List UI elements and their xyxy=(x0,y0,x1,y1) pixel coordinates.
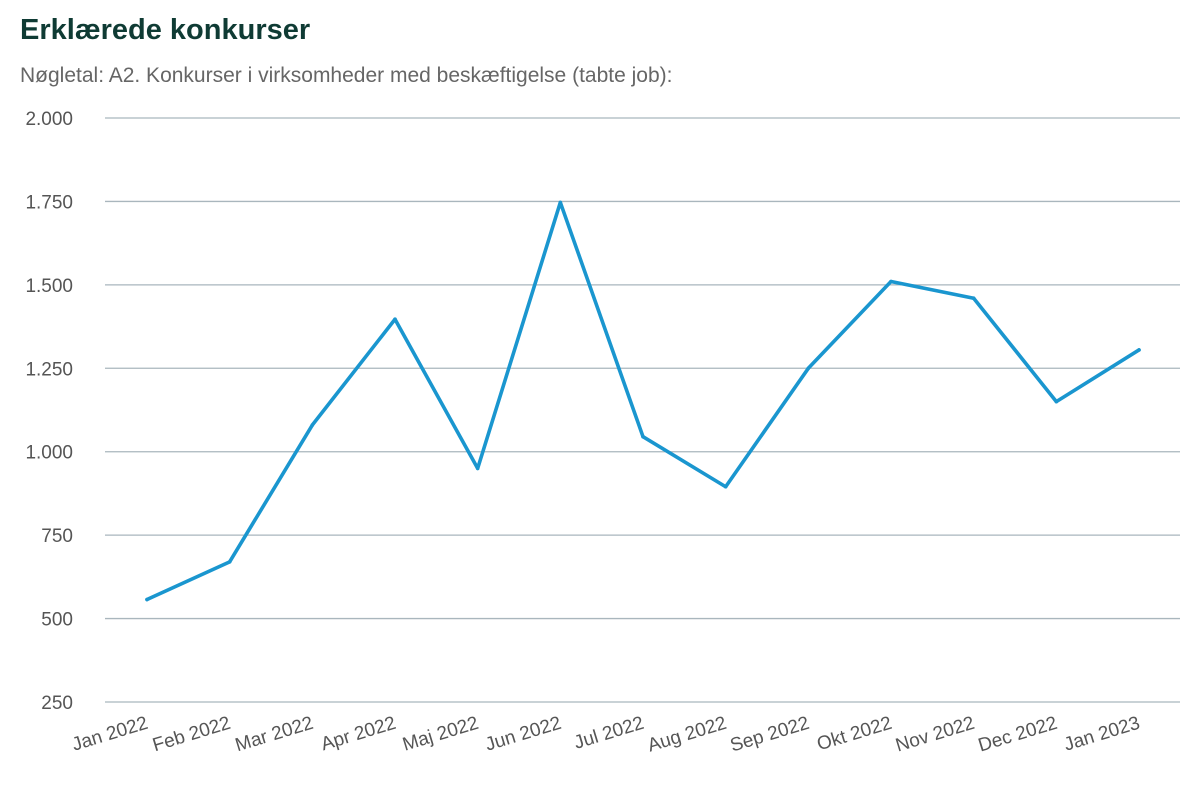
data-point xyxy=(1054,399,1059,404)
data-point xyxy=(1137,348,1141,352)
x-axis-ticks: Jan 2022 Feb 2022 Mar 2022 Apr 2022 Maj 2022… xyxy=(70,713,1143,757)
y-tick-label: 1.500 xyxy=(25,276,73,297)
data-point xyxy=(889,279,893,284)
data-point xyxy=(723,484,728,489)
x-tick-label: Jan 2023 xyxy=(1062,713,1143,756)
x-tick-label: Apr 2022 xyxy=(319,713,399,756)
data-point xyxy=(145,597,149,602)
chart-subtitle: Nøgletal: A2. Konkurser i virksomheder m… xyxy=(20,64,673,87)
y-axis-ticks: 250 500 750 1.000 1.250 1.500 1.750 2.000 xyxy=(25,109,73,714)
series-layer xyxy=(145,200,1141,602)
x-tick-label: Jun 2022 xyxy=(483,713,564,756)
data-point xyxy=(475,466,480,471)
y-tick-label: 2.000 xyxy=(25,109,73,130)
x-tick-label: Aug 2022 xyxy=(645,713,729,757)
x-tick-label: Jul 2022 xyxy=(572,713,647,754)
x-tick-label: Maj 2022 xyxy=(400,713,481,756)
x-tick-label: Nov 2022 xyxy=(893,713,977,757)
data-point xyxy=(558,200,563,205)
y-tick-label: 1.250 xyxy=(25,359,73,380)
y-tick-label: 750 xyxy=(41,526,73,547)
grid-lines xyxy=(105,117,1180,703)
y-tick-label: 500 xyxy=(41,610,73,631)
data-point xyxy=(227,560,232,564)
x-tick-label: Sep 2022 xyxy=(728,713,812,757)
x-tick-label: Okt 2022 xyxy=(815,713,895,756)
x-tick-label: Mar 2022 xyxy=(233,713,316,757)
data-point xyxy=(971,296,976,301)
x-tick-label: Jan 2022 xyxy=(70,713,151,756)
y-tick-label: 1.750 xyxy=(25,192,73,213)
data-point xyxy=(393,317,397,322)
x-tick-label: Dec 2022 xyxy=(976,713,1060,757)
y-tick-label: 1.000 xyxy=(25,443,73,464)
y-tick-label: 250 xyxy=(41,693,73,714)
data-point xyxy=(310,423,315,427)
series-line xyxy=(145,200,1141,602)
data-point xyxy=(641,434,645,439)
x-tick-label: Feb 2022 xyxy=(150,713,233,757)
chart-title: Erklærede konkurser xyxy=(20,14,311,46)
data-point xyxy=(806,366,811,371)
